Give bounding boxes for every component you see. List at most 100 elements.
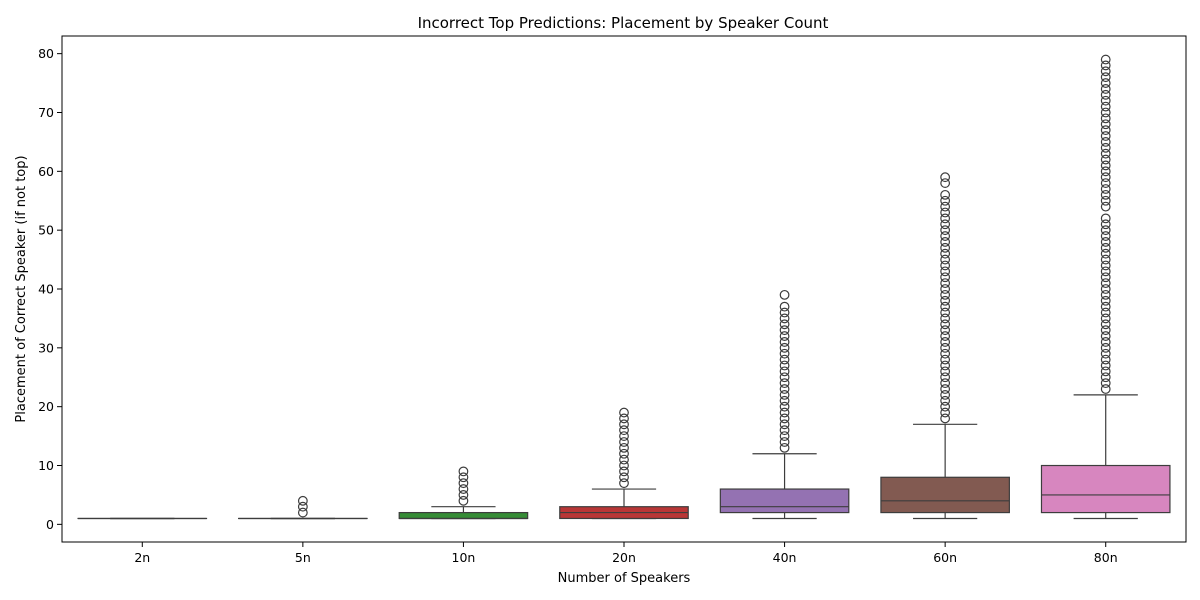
outlier-point [940,266,951,277]
outlier-point [940,213,951,224]
outlier-point [940,189,951,200]
box-series [77,54,1171,520]
outlier-point [1100,72,1111,83]
outlier-point [940,195,951,206]
outlier-point [1100,266,1111,277]
box-60n [880,172,1010,520]
outlier-point [940,284,951,294]
outlier-point [940,295,951,306]
box-5n [238,495,368,520]
outlier-point [940,331,951,341]
outlier-point [1100,248,1111,259]
y-tick-label: 50 [38,223,54,238]
outlier-point [1100,272,1111,283]
outlier-point [1100,337,1111,347]
outlier-point [940,360,951,371]
outlier-point [940,395,951,406]
outlier-point [940,384,951,394]
outlier-point [1100,148,1111,159]
outlier-point [940,254,951,265]
outlier-point [1100,242,1111,253]
outlier-point [1100,319,1111,330]
outlier-point [1100,137,1111,147]
x-tick-label: 2n [134,550,150,565]
outlier-point [779,360,790,371]
outlier-point [1100,331,1111,341]
outlier-point [779,378,790,389]
outlier-point [940,366,951,377]
outlier-point [1100,125,1111,136]
outlier-point [1100,113,1111,124]
y-tick-label: 80 [38,46,54,61]
outlier-point [458,490,469,500]
outlier-point [779,307,790,318]
outlier-point [1100,195,1111,206]
outlier-point [779,431,790,441]
outlier-point [779,419,790,430]
outlier-point [1100,60,1111,71]
outlier-point [779,342,790,353]
x-tick-label: 60n [933,550,957,565]
outlier-point [779,348,790,359]
outlier-point [940,348,951,359]
outlier-point [1100,289,1111,300]
x-axis: 2n 5n 10n 20n 40n 60n 80n [134,542,1118,565]
outlier-point [1100,54,1111,65]
x-tick-label: 5n [295,550,311,565]
outlier-point [619,460,629,471]
outlier-point [1100,348,1111,359]
outlier-point [1100,107,1111,118]
outlier-point [1100,372,1111,383]
outlier-point [779,372,790,383]
outlier-point [1100,354,1111,365]
outlier-point [1100,254,1111,265]
outlier-point [1100,219,1111,230]
outlier-point [1100,225,1111,236]
outlier-point [297,501,308,512]
outlier-point [779,313,790,324]
outlier-point [619,437,629,447]
outlier-point [940,237,951,247]
outlier-point [779,331,790,341]
outlier-point [940,242,951,253]
outlier-point [619,419,629,430]
box-40n [719,289,850,520]
outlier-point [940,225,951,236]
outlier-point [458,472,469,483]
outlier-point [619,442,629,453]
outlier-point [458,495,469,506]
outlier-point [940,354,951,365]
outlier-point [1100,166,1111,177]
outlier-point [940,272,951,283]
box-20n [559,407,689,520]
outlier-point [619,478,629,489]
outlier-point [1100,301,1111,312]
y-tick-label: 40 [38,282,54,297]
y-axis: 0 10 20 30 40 50 60 70 80 [38,46,62,532]
outlier-point [1100,342,1111,353]
iqr-box [1040,464,1171,514]
outlier-point [1100,284,1111,294]
outlier-point [940,248,951,259]
outlier-point [779,437,790,447]
outlier-point [779,390,790,400]
outlier-point [1100,189,1111,200]
outlier-point [1100,184,1111,194]
outlier-point [1100,172,1111,183]
outlier-point [1100,231,1111,241]
outlier-point [940,390,951,400]
outlier-point [940,337,951,347]
outlier-point [1100,119,1111,130]
outlier-point [779,301,790,312]
outlier-point [940,325,951,336]
outlier-point [1100,131,1111,141]
chart-title: Incorrect Top Predictions: Placement by … [418,14,829,32]
outlier-point [940,260,951,271]
outlier-point [779,366,790,377]
outlier-point [1100,384,1111,394]
outlier-point [619,431,629,441]
outlier-point [940,313,951,324]
outlier-point [779,337,790,347]
outlier-point [1100,278,1111,289]
outlier-point [779,425,790,436]
